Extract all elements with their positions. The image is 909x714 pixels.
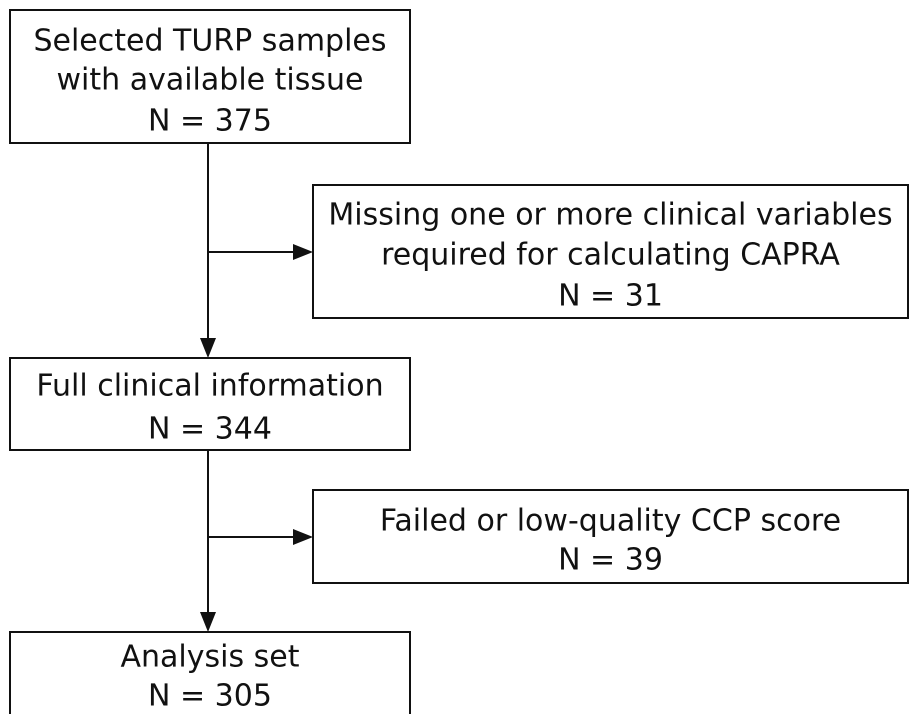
box-label: required for calculating CAPRA [381, 238, 840, 273]
box-label: N = 344 [148, 412, 272, 447]
box [9, 9, 411, 144]
box [312, 184, 909, 319]
box-label: Selected TURP samples [33, 24, 386, 59]
box [9, 357, 411, 451]
box [9, 631, 411, 714]
box-label: Failed or low-quality CCP score [380, 504, 841, 539]
box-label: Missing one or more clinical variables [328, 198, 892, 233]
box-label: Full clinical information [36, 369, 383, 404]
box-label: N = 375 [148, 104, 272, 139]
box-label: Analysis set [121, 640, 300, 675]
arrowhead [200, 612, 216, 632]
box-label: N = 31 [558, 279, 663, 314]
arrowhead [200, 338, 216, 358]
box-label: N = 305 [148, 679, 272, 714]
box-label: with available tissue [57, 63, 364, 98]
box [312, 489, 909, 584]
box-label: N = 39 [558, 543, 663, 578]
arrowhead [293, 529, 313, 545]
arrowhead [293, 244, 313, 260]
